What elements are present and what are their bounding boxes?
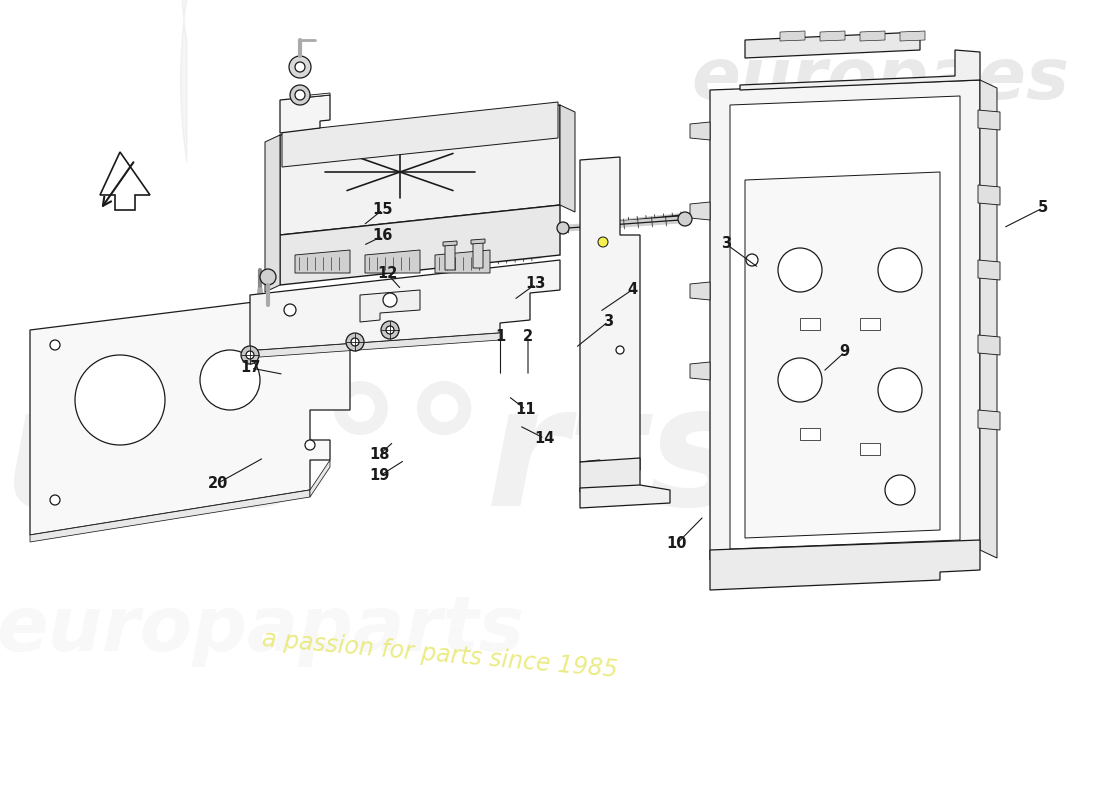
Text: europaparts: europaparts: [0, 593, 524, 667]
Polygon shape: [282, 102, 558, 167]
Text: 4: 4: [627, 282, 638, 297]
Circle shape: [289, 56, 311, 78]
Polygon shape: [710, 80, 980, 560]
Polygon shape: [860, 31, 886, 41]
Polygon shape: [310, 460, 330, 497]
Text: 20: 20: [208, 476, 228, 490]
Text: 1: 1: [495, 329, 506, 343]
Polygon shape: [471, 239, 485, 244]
Text: 19: 19: [370, 469, 389, 483]
Circle shape: [386, 326, 394, 334]
Text: 16: 16: [373, 229, 393, 243]
Circle shape: [346, 333, 364, 351]
Circle shape: [778, 358, 822, 402]
Circle shape: [616, 346, 624, 354]
Text: 3: 3: [603, 314, 614, 329]
Polygon shape: [978, 110, 1000, 130]
Circle shape: [246, 351, 254, 359]
Polygon shape: [780, 31, 805, 41]
Polygon shape: [820, 31, 845, 41]
Circle shape: [75, 355, 165, 445]
Text: euro°°rts: euro°°rts: [0, 378, 748, 542]
Text: 9: 9: [839, 345, 850, 359]
Polygon shape: [280, 105, 560, 235]
Circle shape: [598, 237, 608, 247]
Circle shape: [878, 248, 922, 292]
Polygon shape: [580, 458, 640, 492]
Circle shape: [295, 90, 305, 100]
Polygon shape: [250, 333, 500, 357]
Polygon shape: [250, 260, 560, 350]
Polygon shape: [295, 250, 350, 273]
Circle shape: [284, 304, 296, 316]
Polygon shape: [580, 157, 640, 473]
Polygon shape: [740, 50, 980, 90]
Circle shape: [778, 248, 822, 292]
Text: 11: 11: [516, 402, 536, 417]
Text: 18: 18: [370, 447, 389, 462]
Polygon shape: [978, 185, 1000, 205]
Polygon shape: [980, 80, 997, 558]
Circle shape: [678, 212, 692, 226]
Circle shape: [878, 368, 922, 412]
Circle shape: [50, 495, 60, 505]
Circle shape: [241, 346, 258, 364]
Circle shape: [305, 319, 315, 329]
Polygon shape: [978, 410, 1000, 430]
Text: europaes: europaes: [691, 46, 1069, 114]
Polygon shape: [978, 335, 1000, 355]
Circle shape: [381, 321, 399, 339]
Bar: [800, 428, 820, 440]
Polygon shape: [446, 244, 455, 270]
Polygon shape: [560, 105, 575, 212]
Circle shape: [305, 440, 315, 450]
Text: 14: 14: [535, 431, 554, 446]
Polygon shape: [310, 93, 330, 97]
Text: 10: 10: [667, 537, 686, 551]
Bar: [800, 318, 820, 330]
Polygon shape: [580, 485, 670, 508]
Polygon shape: [365, 250, 420, 273]
Circle shape: [557, 222, 569, 234]
Text: 15: 15: [373, 202, 393, 217]
Polygon shape: [265, 135, 280, 292]
Polygon shape: [30, 490, 310, 542]
Polygon shape: [745, 32, 920, 58]
Polygon shape: [443, 241, 456, 246]
Polygon shape: [690, 202, 710, 220]
Circle shape: [295, 62, 305, 72]
Polygon shape: [690, 122, 710, 140]
Circle shape: [886, 475, 915, 505]
Text: 2: 2: [522, 329, 534, 343]
Circle shape: [290, 85, 310, 105]
Text: a passion for parts since 1985: a passion for parts since 1985: [261, 627, 619, 682]
Circle shape: [351, 338, 359, 346]
Circle shape: [260, 269, 276, 285]
Polygon shape: [745, 172, 940, 538]
Polygon shape: [434, 250, 490, 273]
Circle shape: [383, 293, 397, 307]
Circle shape: [746, 254, 758, 266]
Polygon shape: [710, 540, 980, 590]
Polygon shape: [730, 96, 960, 549]
Text: 5: 5: [1037, 201, 1048, 215]
Circle shape: [50, 340, 60, 350]
Polygon shape: [30, 290, 350, 535]
Polygon shape: [978, 260, 1000, 280]
Polygon shape: [360, 290, 420, 322]
Circle shape: [200, 350, 260, 410]
Polygon shape: [280, 205, 560, 285]
Text: 17: 17: [241, 361, 261, 375]
Text: 13: 13: [526, 277, 546, 291]
Bar: [860, 443, 880, 455]
Polygon shape: [473, 242, 483, 268]
Bar: [860, 318, 880, 330]
Text: 3: 3: [720, 237, 732, 251]
Text: 12: 12: [377, 266, 397, 281]
Polygon shape: [690, 362, 710, 380]
Polygon shape: [280, 95, 330, 133]
Polygon shape: [690, 282, 710, 300]
Polygon shape: [900, 31, 925, 41]
